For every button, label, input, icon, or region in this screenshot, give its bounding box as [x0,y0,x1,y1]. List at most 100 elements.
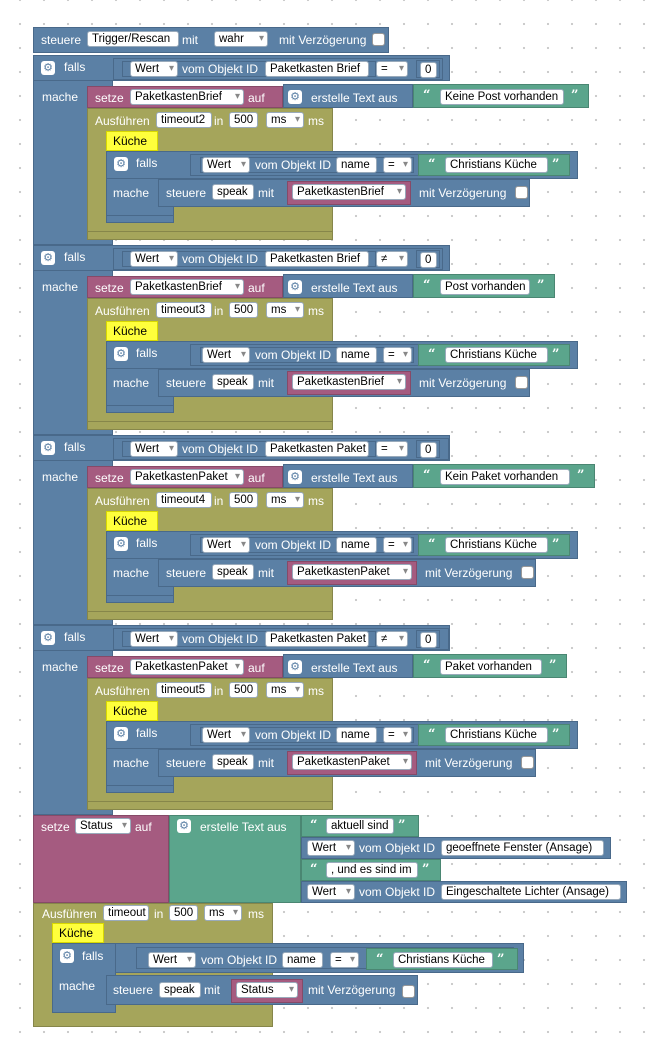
inner-operator-dropdown[interactable]: = [383,157,412,173]
text-field[interactable]: Paket vorhanden [440,659,542,675]
unit-dropdown[interactable]: ms [266,492,304,508]
final-statement-label-block[interactable] [52,923,104,943]
status-create-text-block[interactable] [169,815,301,903]
inner-text-field[interactable]: Christians Küche [445,537,548,553]
gear-icon[interactable]: ⚙ [41,251,55,265]
timeout-delay-field[interactable]: 500 [229,682,258,698]
final-value-dropdown[interactable]: Wert [148,952,196,968]
value-dropdown[interactable]: Wert [130,631,178,647]
speak-variable-dropdown[interactable]: PaketkastenBrief [292,184,406,200]
inner-text-field[interactable]: Christians Küche [445,727,548,743]
unit-dropdown[interactable]: ms [266,682,304,698]
final-timeout-delay-field[interactable]: 500 [169,905,198,921]
inner-object-id-field[interactable]: name [336,347,377,363]
gear-icon[interactable]: ⚙ [41,441,55,455]
gear-icon[interactable]: ⚙ [114,537,128,551]
speak-field[interactable]: speak [212,184,254,200]
text-field[interactable]: Keine Post vorhanden [440,89,564,105]
inner-object-id-field[interactable]: name [336,727,377,743]
value-dropdown[interactable]: Wert [130,441,178,457]
object-id-field[interactable]: Paketkasten Paket [265,441,369,457]
gear-icon[interactable]: ⚙ [114,347,128,361]
timeout-name-field[interactable]: timeout5 [156,682,212,698]
final-text-field[interactable]: Christians Küche [393,952,493,968]
operator-dropdown[interactable]: = [376,61,408,77]
status-text-field-2[interactable]: , und es sind im [326,862,418,878]
speak-field[interactable]: speak [212,374,254,390]
number-field[interactable]: 0 [420,632,437,648]
text-field[interactable]: Kein Paket vorhanden [440,469,570,485]
statement-label-block[interactable] [106,131,158,151]
gear-icon[interactable]: ⚙ [288,90,302,104]
unit-dropdown[interactable]: ms [266,112,304,128]
inner-if-bottom[interactable] [106,405,174,413]
statement-label-block[interactable] [106,701,158,721]
timeout-delay-field[interactable]: 500 [229,492,258,508]
create-text-block[interactable] [283,654,413,678]
timeout-delay-field[interactable]: 500 [229,302,258,318]
object-id-field[interactable]: Paketkasten Brief [265,61,369,77]
delay-checkbox[interactable] [515,186,528,199]
inner-if-bottom[interactable] [106,595,174,603]
delay-checkbox[interactable] [372,33,385,46]
delay-checkbox[interactable] [515,376,528,389]
speak-field[interactable]: speak [212,564,254,580]
unit-dropdown[interactable]: ms [266,302,304,318]
speak-variable-dropdown[interactable]: PaketkastenBrief [292,374,406,390]
operator-dropdown[interactable]: = [376,441,408,457]
status-text-field-1[interactable]: aktuell sind [326,818,394,834]
gear-icon[interactable]: ⚙ [114,727,128,741]
gear-icon[interactable]: ⚙ [60,949,74,963]
inner-text-field[interactable]: Christians Küche [445,157,548,173]
timeout-block-bottom[interactable] [87,231,333,240]
inner-text-field[interactable]: Christians Küche [445,347,548,363]
object-id-field[interactable]: Paketkasten Paket [265,631,369,647]
final-speak-field[interactable]: speak [159,982,201,998]
gear-icon[interactable]: ⚙ [41,61,55,75]
final-object-id-field[interactable]: name [282,952,323,968]
delay-checkbox[interactable] [521,566,534,579]
number-field[interactable]: 0 [420,252,437,268]
inner-if-bottom[interactable] [106,215,174,223]
gear-icon[interactable]: ⚙ [114,157,128,171]
timeout-block-bottom[interactable] [87,801,333,810]
inner-object-id-field[interactable]: name [336,537,377,553]
number-field[interactable]: 0 [420,62,437,78]
speak-field[interactable]: speak [212,754,254,770]
speak-variable-dropdown[interactable]: PaketkastenPaket [292,754,412,770]
gear-icon[interactable]: ⚙ [288,280,302,294]
inner-value-dropdown[interactable]: Wert [202,347,250,363]
status-value-dropdown-2[interactable]: Wert [307,884,355,900]
inner-object-id-field[interactable]: name [336,157,377,173]
trigger-variable-field[interactable]: Trigger/Rescan [87,31,179,47]
create-text-block[interactable] [283,84,413,108]
gear-icon[interactable]: ⚙ [288,660,302,674]
statement-label-block[interactable] [106,321,158,341]
create-text-block[interactable] [283,274,413,298]
value-dropdown[interactable]: Wert [130,61,178,77]
timeout-name-field[interactable]: timeout4 [156,492,212,508]
gear-icon[interactable]: ⚙ [288,470,302,484]
inner-operator-dropdown[interactable]: = [383,347,412,363]
inner-value-dropdown[interactable]: Wert [202,727,250,743]
variable-dropdown[interactable]: PaketkastenPaket [130,659,244,675]
final-operator-dropdown[interactable]: = [330,952,359,968]
variable-dropdown[interactable]: PaketkastenBrief [130,279,244,295]
create-text-block[interactable] [283,464,413,488]
speak-variable-dropdown[interactable]: PaketkastenPaket [292,564,412,580]
inner-value-dropdown[interactable]: Wert [202,537,250,553]
statement-label-block[interactable] [106,511,158,531]
timeout-block-bottom[interactable] [87,421,333,430]
timeout-block-bottom[interactable] [87,611,333,620]
inner-operator-dropdown[interactable]: = [383,537,412,553]
status-value-dropdown-1[interactable]: Wert [307,840,355,856]
timeout-delay-field[interactable]: 500 [229,112,258,128]
object-id-field[interactable]: Paketkasten Brief [265,251,369,267]
trigger-value-dropdown[interactable]: wahr [214,31,268,47]
operator-dropdown[interactable]: ≠ [376,251,408,267]
final-unit-dropdown[interactable]: ms [204,905,242,921]
variable-dropdown[interactable]: PaketkastenPaket [130,469,244,485]
timeout-name-field[interactable]: timeout2 [156,112,212,128]
final-speak-variable-dropdown[interactable]: Status [236,982,298,998]
inner-operator-dropdown[interactable]: = [383,727,412,743]
